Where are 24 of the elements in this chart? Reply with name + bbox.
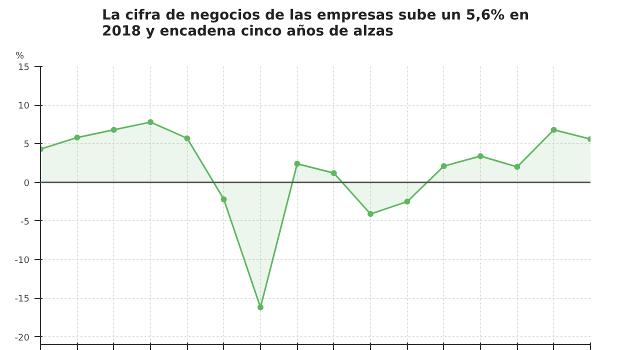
y-axis-title: % [16, 52, 24, 62]
point [110, 126, 117, 133]
y-tick-label: -15 [14, 294, 30, 305]
y-tick-label: 15 [18, 63, 30, 73]
y-tick-label: 10 [18, 102, 30, 112]
point [74, 134, 80, 141]
point [330, 170, 337, 176]
point [404, 198, 410, 205]
point [368, 211, 374, 217]
y-tick-label: 0 [24, 178, 30, 189]
point [514, 164, 520, 170]
point [258, 304, 264, 310]
point [294, 160, 300, 167]
point [220, 196, 227, 202]
point [550, 126, 557, 133]
point [184, 135, 190, 142]
point [478, 153, 484, 160]
chart-title: La cifra de negocios de las empresas sube un 5,6% en 2018 y encadena cinco años de alzas [102, 8, 530, 40]
y-tick-label: -10 [14, 256, 30, 266]
point [148, 119, 154, 126]
y-tick-label: -5 [20, 217, 30, 228]
y-tick-label: 5 [24, 140, 30, 150]
y-tick-label: -20 [14, 333, 30, 344]
point [440, 163, 447, 170]
